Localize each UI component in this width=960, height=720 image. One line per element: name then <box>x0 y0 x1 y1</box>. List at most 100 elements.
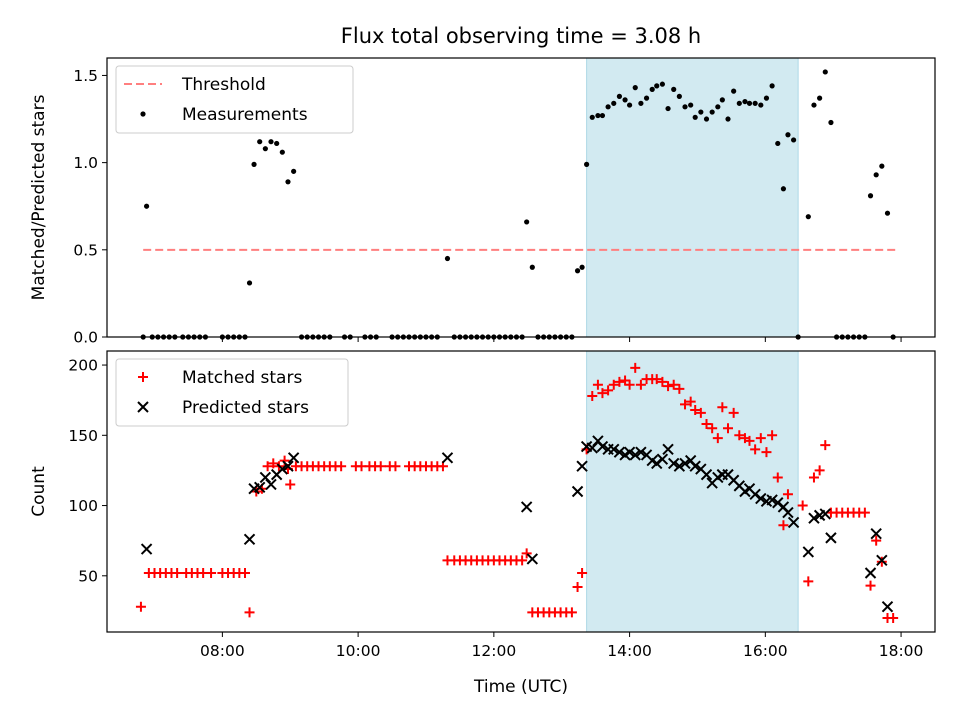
measurement-point <box>143 203 150 209</box>
predicted-star-point <box>243 533 256 545</box>
panel-1: 0.0 0.5 1.0 1.5 Flux total observing time = … <box>29 24 936 347</box>
measurement-point <box>676 93 682 99</box>
chart-title: Flux total observing time = 3.08 h <box>341 24 701 48</box>
legend-measurement-swatch <box>140 111 146 117</box>
matched-star-point <box>814 465 825 476</box>
matched-star-point <box>135 601 146 612</box>
matched-star-point <box>521 548 532 559</box>
legend-label: Predicted stars <box>182 398 309 418</box>
measurement-point <box>731 88 737 94</box>
legend-box <box>115 358 349 427</box>
matched-star-point <box>635 379 646 390</box>
matched-star-point <box>668 379 679 390</box>
x-axis-label: Time (UTC) <box>473 677 568 697</box>
x-tick-label: 08:00 <box>200 642 245 660</box>
series-predicted-stars <box>140 435 894 613</box>
measurement-point <box>811 102 817 108</box>
measurement-point <box>574 268 581 274</box>
series-matched-stars <box>135 362 899 623</box>
predicted-star-point <box>596 440 609 453</box>
predicted-star-point <box>808 512 820 524</box>
measurement-point <box>579 264 585 270</box>
measurement-point <box>279 149 285 155</box>
matched-star-point <box>172 567 183 578</box>
predicted-star-point <box>755 492 767 505</box>
y-tick-label: 100 <box>68 497 98 515</box>
observing-window-region <box>586 350 799 633</box>
matched-star-point <box>772 472 783 483</box>
predicted-star-point <box>766 494 778 506</box>
x-tick-label: 18:00 <box>879 642 924 660</box>
y-tick-label: 200 <box>68 357 98 375</box>
measurement-point <box>746 100 753 106</box>
matched-star-point <box>820 440 831 451</box>
measurement-point <box>867 193 874 199</box>
matched-star-point <box>566 607 577 618</box>
predicted-star-point <box>870 527 882 540</box>
measurement-point <box>780 186 787 192</box>
matched-star-point <box>755 433 766 444</box>
measurement-point <box>529 264 535 270</box>
measurement-point <box>654 83 660 89</box>
matched-star-point <box>517 555 528 566</box>
measurement-point <box>257 139 263 145</box>
predicted-star-point <box>526 553 539 565</box>
matched-star-point <box>657 376 668 387</box>
predicted-star-point <box>629 449 641 461</box>
measurement-point <box>611 100 617 106</box>
measurement-point <box>632 85 638 91</box>
measurement-point <box>584 161 590 167</box>
measurement-point <box>775 140 781 147</box>
predicted-star-point <box>700 468 713 481</box>
predicted-star-point <box>441 452 454 464</box>
legend-predicted-swatch <box>137 401 149 413</box>
matched-star-point <box>782 489 793 500</box>
matched-star-point <box>375 461 386 472</box>
predicted-star-point <box>282 460 294 472</box>
measurement-point <box>791 137 797 143</box>
predicted-star-point <box>787 516 800 529</box>
y-tick-label: 1.0 <box>73 154 98 172</box>
matched-star-point <box>614 376 625 387</box>
matched-star-point <box>572 582 583 593</box>
measurement-point <box>682 104 688 110</box>
x-tick-label: 14:00 <box>607 642 652 660</box>
legend: Matched stars Predicted stars <box>115 358 349 427</box>
legend: Threshold Measurements <box>115 65 354 134</box>
matched-star-point <box>778 520 789 531</box>
y-axis-label: Count <box>29 466 49 517</box>
predicted-star-point <box>819 508 831 520</box>
matched-star-point <box>244 607 255 618</box>
measurement-point <box>444 255 451 262</box>
matched-star-point <box>651 374 662 385</box>
predicted-star-point <box>689 460 701 472</box>
measurement-point <box>291 168 297 174</box>
measurement-point <box>715 104 721 110</box>
legend-label: Measurements <box>182 105 308 125</box>
measurement-point <box>622 97 628 103</box>
measurement-point <box>758 102 764 108</box>
measurement-point <box>671 86 677 92</box>
matched-star-point <box>285 479 296 490</box>
predicted-star-point <box>520 501 533 513</box>
matched-star-point <box>701 419 712 430</box>
measurement-point <box>251 161 257 167</box>
predicted-star-point <box>825 532 837 544</box>
legend-label: Threshold <box>181 75 266 95</box>
matched-star-point <box>390 461 401 472</box>
measurement-point <box>805 214 811 220</box>
matched-star-point <box>685 396 696 407</box>
predicted-star-point <box>772 497 784 509</box>
measurement-point <box>688 102 694 108</box>
matched-star-point <box>871 535 882 546</box>
measurement-point <box>703 116 710 122</box>
predicted-star-point <box>662 443 674 456</box>
panel-2: 50 100 150 200 08:00 10:00 12:00 14:00 16:00 18:0… <box>29 350 936 697</box>
matched-star-point <box>680 399 691 410</box>
measurement-point <box>785 132 791 138</box>
matched-star-point <box>728 407 739 418</box>
measurement-point <box>274 140 280 147</box>
measurement-point <box>884 210 891 216</box>
y-tick-label: 50 <box>78 567 98 585</box>
